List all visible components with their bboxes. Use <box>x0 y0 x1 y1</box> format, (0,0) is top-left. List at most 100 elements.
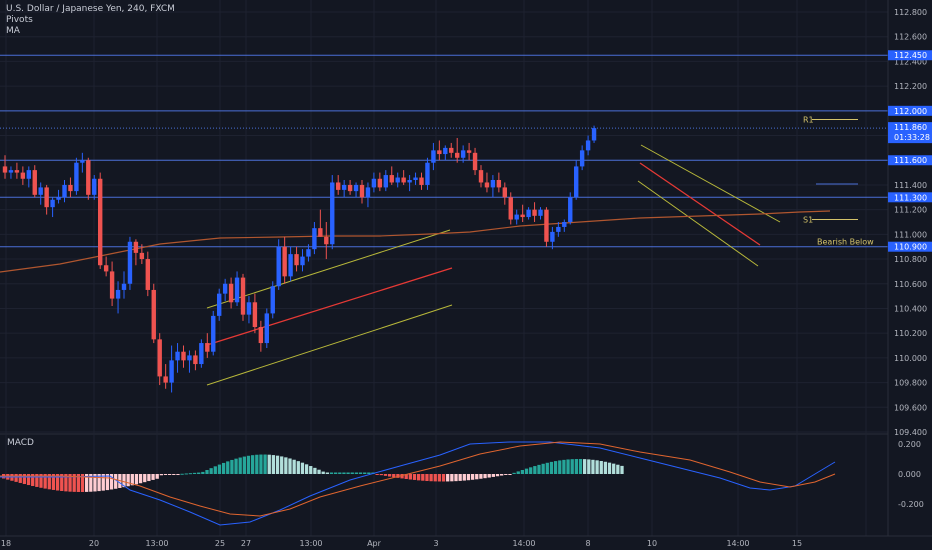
macd-histogram-bar <box>255 454 259 474</box>
macd-histogram-bar <box>321 471 325 474</box>
candle-body <box>14 170 20 173</box>
macd-histogram-bar <box>134 474 139 485</box>
candle-body <box>151 289 156 340</box>
candle-body <box>401 177 406 183</box>
macd-histogram-bar <box>213 466 217 474</box>
macd-histogram-bar <box>603 461 608 474</box>
channel-mid <box>206 267 453 346</box>
macd-histogram-bar <box>176 474 180 475</box>
candle-body <box>62 184 67 198</box>
macd-histogram-bar <box>392 474 396 478</box>
candle-body <box>139 252 145 260</box>
signal-line <box>0 441 836 517</box>
macd-histogram-bar <box>363 472 367 474</box>
macd-histogram-bar <box>570 459 574 474</box>
legend-ma[interactable]: MA <box>6 26 20 36</box>
candle-body <box>109 271 115 299</box>
candle-body <box>163 376 168 383</box>
candle-body <box>294 254 299 266</box>
macd-legend[interactable]: MACD <box>7 438 34 448</box>
macd-histogram-bar <box>541 463 545 474</box>
macd-histogram-bar <box>130 474 134 486</box>
macd-histogram-bar <box>205 470 209 474</box>
macd-histogram-bar <box>421 474 425 481</box>
candle-body <box>336 182 341 190</box>
candle-body <box>490 180 496 188</box>
candle-body <box>371 178 377 188</box>
candle-body <box>276 246 281 287</box>
candle-body <box>92 178 97 195</box>
macd-histogram-bar <box>47 474 51 490</box>
macd-histogram-bar <box>192 472 197 474</box>
macd-histogram-bar <box>230 459 234 474</box>
macd-histogram-bar <box>35 474 39 487</box>
macd-histogram-bar <box>512 472 516 474</box>
macd-histogram-bar <box>288 458 292 474</box>
level-badge <box>888 241 932 252</box>
macd-histogram-bar <box>400 474 404 479</box>
candle-body <box>145 259 150 290</box>
macd-histogram-bar <box>591 459 595 474</box>
macd-histogram-bar <box>85 474 89 492</box>
macd-histogram-bar <box>417 474 421 481</box>
macd-histogram-bar <box>89 474 93 492</box>
macd-histogram-bar <box>267 454 271 474</box>
candle-body <box>383 175 388 188</box>
time-axis-label: 20 <box>89 539 99 548</box>
candle-body <box>532 209 537 216</box>
time-axis-label: 14:00 <box>726 539 749 548</box>
legend-pivots[interactable]: Pivots <box>6 15 33 25</box>
macd-histogram-bar <box>147 474 151 482</box>
macd-histogram-bar <box>334 472 338 474</box>
level-badge-label: 110.900 <box>894 243 927 252</box>
candle-body <box>318 228 323 237</box>
macd-histogram-bar <box>462 474 466 481</box>
macd-histogram-bar <box>537 464 541 474</box>
macd-histogram-bar <box>284 457 288 474</box>
macd-histogram-bar <box>14 474 18 482</box>
chart-title: U.S. Dollar / Japanese Yen, 240, FXCM <box>6 4 175 14</box>
macd-histogram-bar <box>479 474 483 479</box>
candlesticks <box>2 125 597 393</box>
candle-body <box>431 150 436 163</box>
macd-histogram-bar <box>520 469 525 474</box>
candle-body <box>157 339 162 377</box>
candle-body <box>74 162 79 192</box>
macd-histogram-bar <box>500 474 504 476</box>
macd-histogram-bar <box>533 466 537 474</box>
macd-histogram-bar <box>338 472 342 474</box>
macd-histogram-bar <box>26 474 31 486</box>
macd-axis-label: -0.200 <box>898 500 924 509</box>
macd-histogram-bar <box>180 473 184 475</box>
candle-body <box>312 228 317 250</box>
price-axis-label: 110.800 <box>894 255 927 264</box>
ma-line <box>0 210 831 273</box>
candle-body <box>217 293 222 316</box>
macd-histogram-bar <box>329 472 334 474</box>
macd-histogram-bar <box>458 474 462 481</box>
macd-histogram-bar <box>242 456 246 474</box>
macd-histogram-bar <box>238 457 242 474</box>
candle-body <box>121 283 127 290</box>
candle-body <box>514 214 519 220</box>
macd-pane <box>0 441 836 526</box>
price-axis-label: 111.400 <box>894 181 927 190</box>
macd-histogram-bar <box>39 474 43 488</box>
candle-body <box>544 209 549 242</box>
macd-histogram-bar <box>64 474 68 492</box>
candle-body <box>579 150 585 167</box>
candle-body <box>526 209 531 218</box>
macd-histogram-bar <box>309 466 313 474</box>
macd-histogram-bar <box>155 474 159 479</box>
candle-body <box>520 214 525 218</box>
macd-histogram-bar <box>578 459 583 474</box>
time-axis-label: 14:00 <box>512 539 535 548</box>
candle-body <box>591 128 597 141</box>
candle-body <box>472 152 478 171</box>
time-axis-label: 18 <box>1 539 11 548</box>
macd-histogram-bar <box>43 474 47 489</box>
macd-histogram-bar <box>80 474 85 492</box>
macd-histogram-bar <box>616 464 620 474</box>
